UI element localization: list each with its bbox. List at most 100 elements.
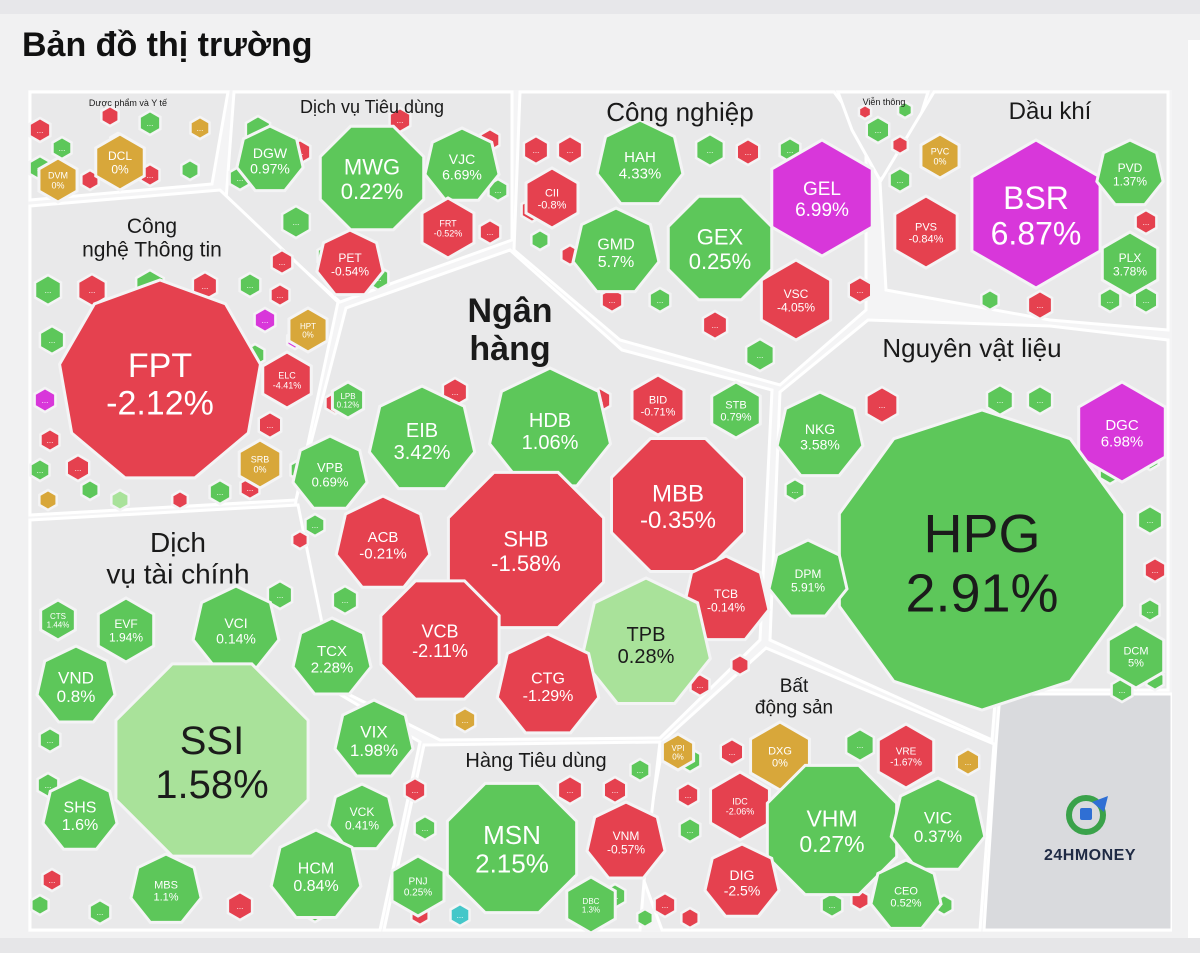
- minor-tile[interactable]: ...: [38, 324, 66, 356]
- minor-tile[interactable]: ...: [865, 385, 899, 425]
- minor-tile[interactable]: ...: [253, 306, 277, 334]
- minor-tile[interactable]: ...: [556, 134, 584, 166]
- minor-tile[interactable]: [38, 488, 58, 512]
- minor-tile[interactable]: ...: [208, 478, 232, 506]
- minor-tile[interactable]: ...: [257, 410, 283, 440]
- minor-tile[interactable]: [857, 103, 873, 121]
- minor-tile[interactable]: [170, 489, 190, 511]
- minor-tile[interactable]: ...: [38, 726, 62, 754]
- minor-tile[interactable]: [730, 653, 750, 677]
- minor-tile[interactable]: ...: [39, 427, 61, 453]
- tile-fpt[interactable]: FPT-2.12%: [57, 278, 263, 480]
- minor-tile[interactable]: ...: [1026, 289, 1054, 321]
- minor-tile[interactable]: ...: [676, 781, 700, 809]
- minor-tile[interactable]: [530, 228, 550, 252]
- minor-tile[interactable]: ...: [1098, 286, 1122, 314]
- minor-tile[interactable]: [680, 906, 700, 930]
- tile-idc[interactable]: IDC-2.06%: [709, 770, 771, 842]
- minor-tile[interactable]: ...: [270, 248, 294, 276]
- minor-tile[interactable]: ...: [33, 273, 63, 307]
- minor-tile[interactable]: ...: [29, 457, 51, 483]
- minor-tile[interactable]: ...: [820, 891, 844, 919]
- minor-tile[interactable]: ...: [41, 867, 63, 893]
- minor-tile[interactable]: ...: [189, 115, 211, 141]
- minor-tile[interactable]: ...: [1139, 597, 1161, 623]
- minor-tile[interactable]: [110, 488, 130, 512]
- tile-tcb[interactable]: TCB-0.14%: [681, 554, 771, 642]
- minor-tile[interactable]: ...: [65, 453, 91, 483]
- minor-tile[interactable]: ...: [556, 774, 584, 806]
- minor-tile[interactable]: [100, 104, 120, 128]
- minor-tile[interactable]: [30, 893, 50, 917]
- minor-tile[interactable]: ...: [280, 204, 312, 240]
- tile-pet[interactable]: PET-0.54%: [315, 228, 385, 297]
- tile-frt[interactable]: FRT-0.52%: [420, 196, 476, 260]
- minor-tile[interactable]: ...: [403, 776, 427, 804]
- minor-tile[interactable]: ...: [888, 166, 912, 194]
- minor-tile[interactable]: ...: [653, 891, 677, 919]
- minor-tile[interactable]: [290, 529, 310, 551]
- minor-tile[interactable]: ...: [985, 383, 1015, 417]
- minor-tile[interactable]: ...: [1134, 208, 1158, 236]
- tile-shb[interactable]: SHB-1.58%: [446, 470, 606, 630]
- minor-tile[interactable]: ...: [413, 814, 437, 842]
- minor-tile[interactable]: ...: [226, 890, 254, 922]
- tile-elc[interactable]: ELC-4.41%: [261, 350, 313, 410]
- tile-pvs[interactable]: PVS-0.84%: [893, 194, 959, 270]
- minor-tile[interactable]: ...: [602, 775, 628, 805]
- minor-tile[interactable]: ...: [453, 706, 477, 734]
- minor-tile[interactable]: [890, 134, 910, 156]
- minor-tile[interactable]: [896, 100, 914, 120]
- tile-vcb[interactable]: VCB-2.11%: [379, 579, 501, 701]
- minor-tile[interactable]: ...: [719, 737, 745, 767]
- minor-tile[interactable]: ...: [784, 477, 806, 503]
- minor-tile[interactable]: [180, 158, 200, 182]
- tile-vnm[interactable]: VNM-0.57%: [585, 800, 667, 880]
- minor-tile[interactable]: ...: [1026, 384, 1054, 416]
- minor-tile[interactable]: [80, 478, 100, 502]
- tile-vre[interactable]: VRE-1.67%: [876, 722, 936, 790]
- minor-tile[interactable]: ...: [138, 109, 162, 137]
- minor-tile[interactable]: ...: [449, 902, 471, 928]
- minor-tile[interactable]: ...: [33, 386, 57, 414]
- minor-tile[interactable]: ...: [735, 137, 761, 167]
- minor-tile[interactable]: ...: [522, 134, 550, 166]
- minor-tile[interactable]: [980, 288, 1000, 312]
- minor-tile[interactable]: ...: [1136, 504, 1164, 536]
- tile-cii[interactable]: CII-0.8%: [524, 166, 580, 230]
- minor-tile[interactable]: ...: [600, 286, 624, 314]
